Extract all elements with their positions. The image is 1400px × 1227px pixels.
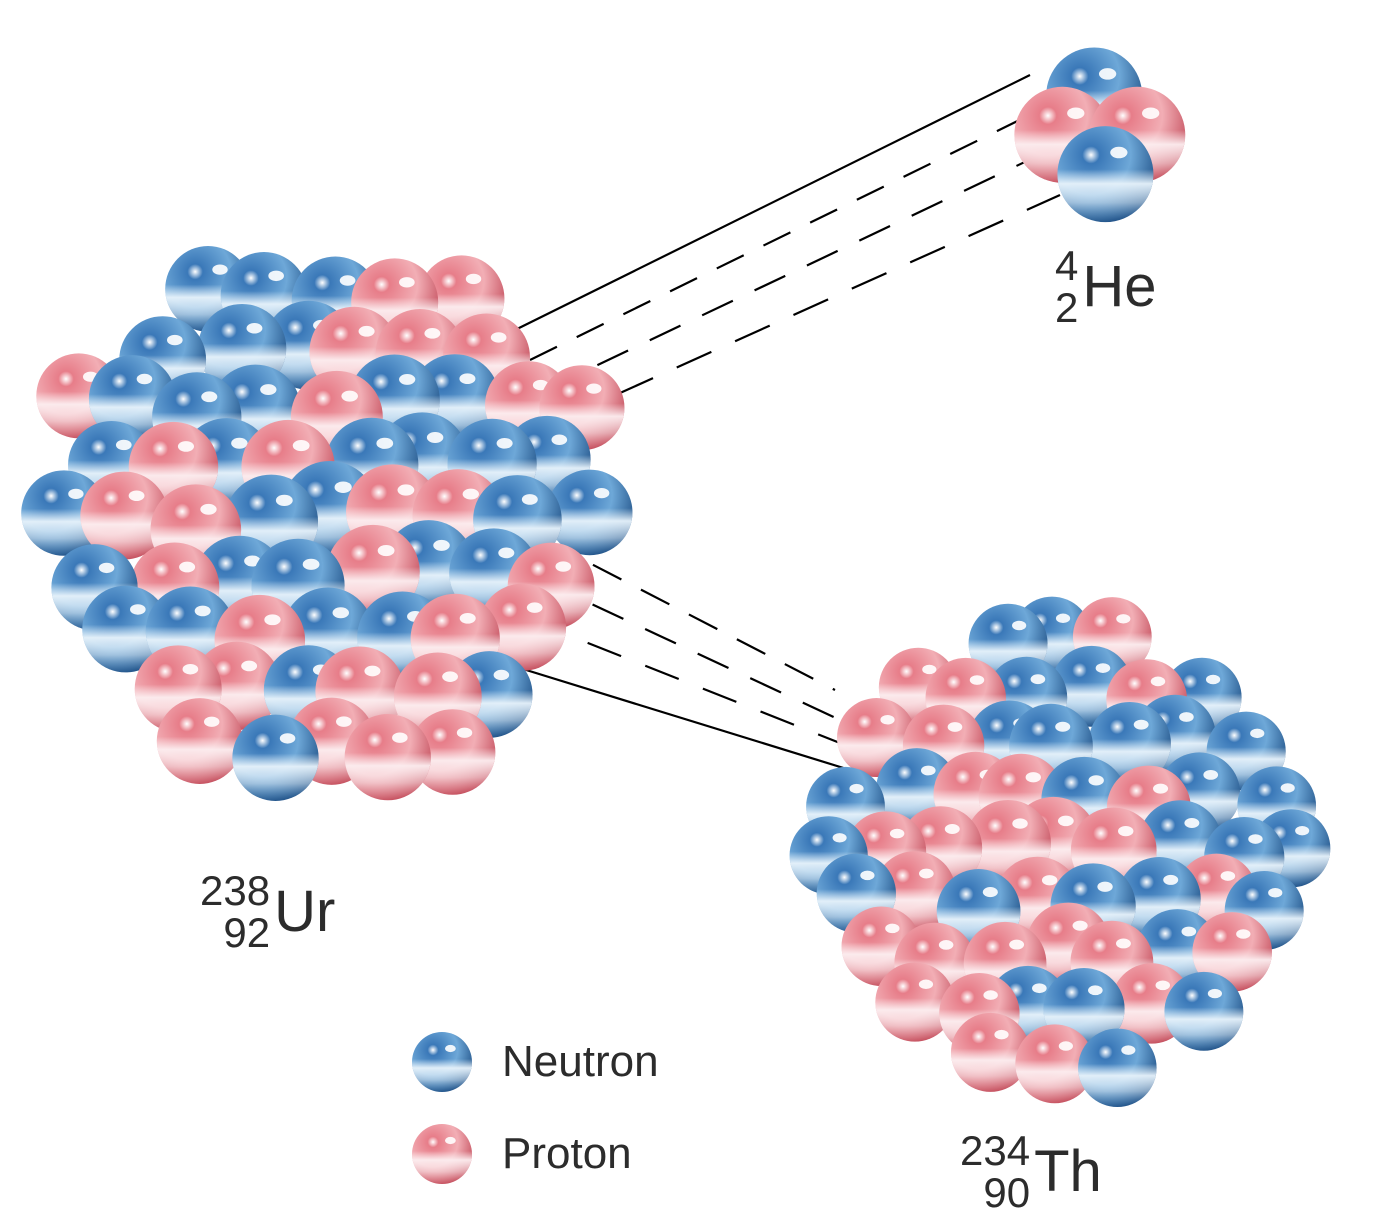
proton-sphere bbox=[157, 698, 243, 784]
proton-sphere bbox=[412, 1124, 472, 1184]
mass-number: 238 bbox=[200, 870, 270, 912]
neutron-swatch bbox=[410, 1030, 474, 1094]
legend-label: Neutron bbox=[502, 1037, 659, 1087]
helium-label: 42He bbox=[1055, 245, 1157, 329]
element-symbol: He bbox=[1082, 258, 1156, 316]
neutron-sphere bbox=[412, 1032, 472, 1092]
alpha-decay-diagram: 23892Ur 42He 23490Th Neutron Proton bbox=[0, 0, 1400, 1227]
mass-number: 4 bbox=[1055, 245, 1078, 287]
atomic-number: 2 bbox=[1055, 287, 1078, 329]
element-symbol: Ur bbox=[274, 883, 335, 941]
neutron-sphere bbox=[1078, 1029, 1156, 1107]
nucleus-cluster bbox=[766, 556, 1354, 1144]
atomic-number: 90 bbox=[960, 1172, 1030, 1214]
legend-row-proton: Proton bbox=[410, 1122, 659, 1186]
legend-row-neutron: Neutron bbox=[410, 1030, 659, 1094]
proton-swatch bbox=[410, 1122, 474, 1186]
neutron-sphere bbox=[1058, 126, 1154, 222]
proton-sphere bbox=[345, 714, 431, 800]
legend: Neutron Proton bbox=[410, 1030, 659, 1214]
uranium-label: 23892Ur bbox=[200, 870, 335, 954]
nucleus-cluster bbox=[0, 182, 668, 858]
neutron-sphere bbox=[1164, 972, 1243, 1051]
neutron-sphere bbox=[232, 715, 318, 801]
thorium-label: 23490Th bbox=[960, 1130, 1102, 1214]
alpha-particle bbox=[975, 10, 1225, 260]
mass-number: 234 bbox=[960, 1130, 1030, 1172]
atomic-number: 92 bbox=[200, 912, 270, 954]
legend-label: Proton bbox=[502, 1129, 632, 1179]
element-symbol: Th bbox=[1034, 1143, 1102, 1201]
